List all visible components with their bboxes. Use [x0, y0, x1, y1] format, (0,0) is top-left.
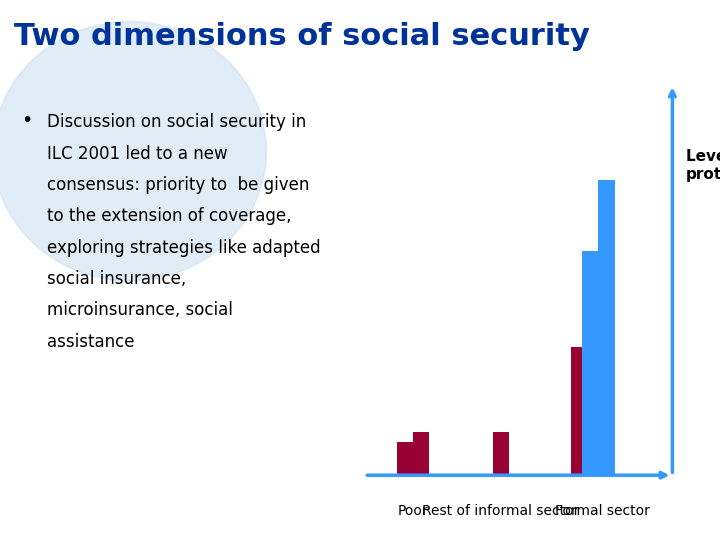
Text: exploring strategies like adapted: exploring strategies like adapted [47, 239, 320, 256]
Bar [413, 433, 428, 475]
Text: social insurance,: social insurance, [47, 270, 186, 288]
Text: ILC 2001 led to a new: ILC 2001 led to a new [47, 145, 228, 163]
Bar [397, 442, 413, 475]
Bar [598, 180, 615, 475]
Text: Rest of informal sector: Rest of informal sector [422, 504, 580, 518]
Text: Discussion on social security in: Discussion on social security in [47, 113, 306, 131]
Text: Formal sector: Formal sector [554, 504, 649, 518]
Text: •: • [22, 111, 33, 130]
Text: consensus: priority to  be given: consensus: priority to be given [47, 176, 309, 194]
Text: assistance: assistance [47, 333, 135, 350]
Text: Level of
protection: Level of protection [685, 149, 720, 181]
Text: to the extension of coverage,: to the extension of coverage, [47, 207, 292, 225]
Text: microinsurance, social: microinsurance, social [47, 301, 233, 319]
Text: Poor: Poor [397, 504, 428, 518]
Bar [572, 347, 588, 475]
Bar [582, 251, 599, 475]
Bar [493, 433, 509, 475]
Text: Two dimensions of social security: Two dimensions of social security [14, 22, 590, 51]
